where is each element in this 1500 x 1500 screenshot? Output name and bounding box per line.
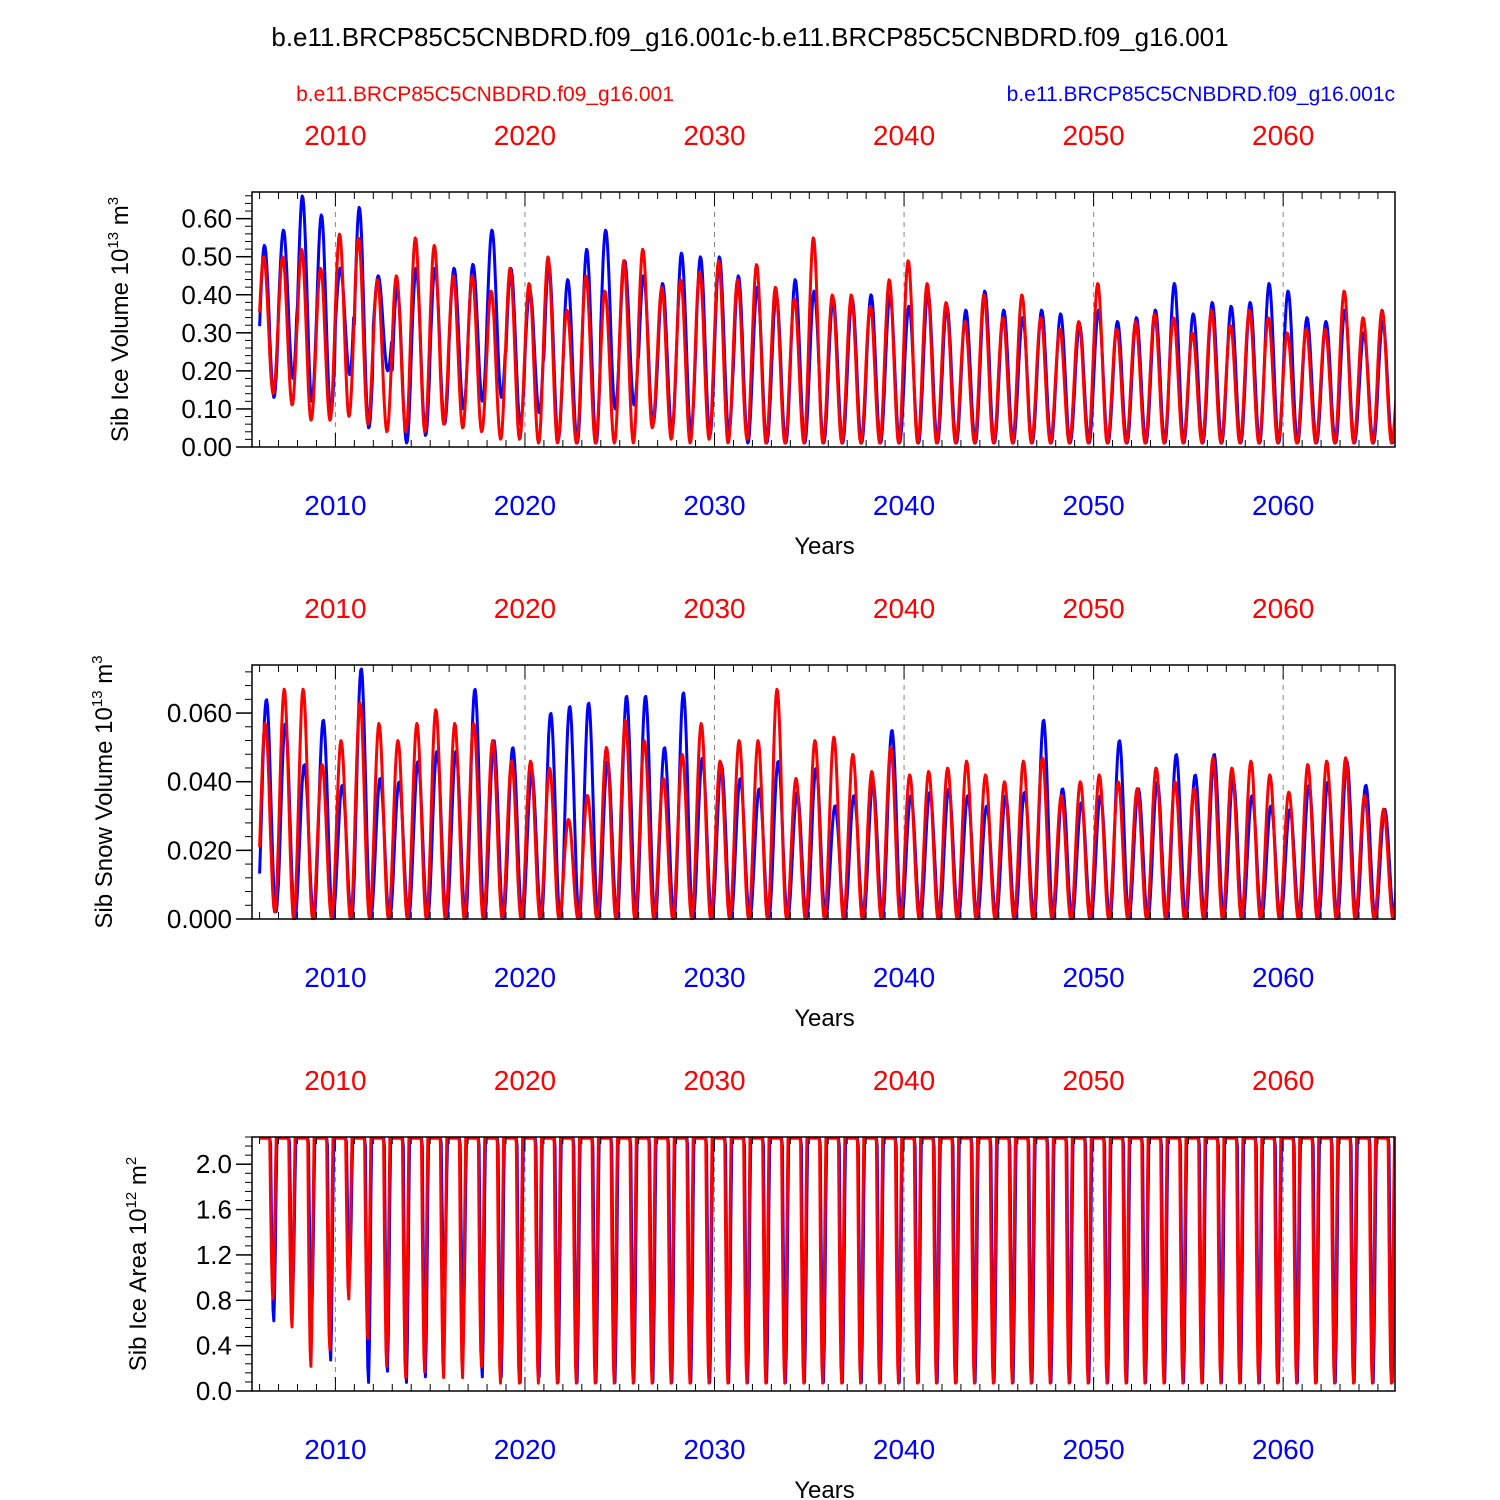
x-tick-label-bottom: 2010 (304, 962, 366, 993)
x-tick-label-bottom: 2020 (494, 490, 556, 521)
x-tick-label-top: 2040 (873, 593, 935, 624)
x-tick-label-top: 2040 (873, 120, 935, 151)
x-tick-label-top: 2030 (683, 1065, 745, 1096)
x-tick-label-bottom: 2040 (873, 1434, 935, 1465)
x-tick-label-bottom: 2050 (1062, 1434, 1124, 1465)
x-tick-label-bottom: 2020 (494, 962, 556, 993)
x-tick-label-top: 2020 (494, 120, 556, 151)
y-tick-label: 0.30 (181, 318, 232, 348)
y-tick-label: 0.4 (196, 1331, 232, 1361)
x-tick-label-bottom: 2050 (1062, 962, 1124, 993)
y-tick-label: 0.020 (167, 835, 232, 865)
x-tick-label-bottom: 2010 (304, 1434, 366, 1465)
x-tick-label-top: 2060 (1252, 1065, 1314, 1096)
legend-right-label: b.e11.BRCP85C5CNBDRD.f09_g16.001c (1007, 83, 1395, 106)
x-tick-label-bottom: 2020 (494, 1434, 556, 1465)
x-tick-label-bottom: 2060 (1252, 962, 1314, 993)
chart-panel-1: 0.00 0.10 0.20 0.30 0.40 0.50 0.60 2010 2010 2020… (105, 120, 1396, 560)
x-tick-label-bottom: 2040 (873, 490, 935, 521)
x-tick-label-bottom: 2060 (1252, 490, 1314, 521)
figure-title: b.e11.BRCP85C5CNBDRD.f09_g16.001c-b.e11.… (271, 22, 1228, 52)
series-line-red (258, 232, 1395, 445)
y-tick-label: 0.00 (181, 432, 232, 462)
x-tick-label-top: 2030 (683, 593, 745, 624)
x-tick-label-top: 2020 (494, 593, 556, 624)
x-axis-label: Years (794, 533, 855, 560)
x-tick-label-top: 2010 (304, 120, 366, 151)
x-tick-label-top: 2050 (1062, 593, 1124, 624)
chart-panel-3: 0.0 0.4 0.8 1.2 1.6 2.0 2010 2010 2020 2020 2030 20… (123, 1065, 1396, 1500)
y-tick-label: 0.060 (167, 698, 232, 728)
x-tick-label-bottom: 2060 (1252, 1434, 1314, 1465)
legend-left-label: b.e11.BRCP85C5CNBDRD.f09_g16.001 (296, 83, 674, 106)
y-tick-label: 0.60 (181, 204, 232, 234)
x-tick-label-top: 2050 (1062, 1065, 1124, 1096)
x-tick-label-bottom: 2030 (683, 1434, 745, 1465)
x-tick-label-top: 2040 (873, 1065, 935, 1096)
chart-panel-2: 0.000 0.020 0.040 0.060 2010 2010 2020 2020 2030… (89, 593, 1396, 1032)
series-line-red (258, 687, 1395, 920)
y-tick-label: 0.50 (181, 242, 232, 272)
y-tick-label: 1.2 (196, 1240, 232, 1270)
y-tick-label: 0.000 (167, 904, 232, 934)
x-tick-label-bottom: 2040 (873, 962, 935, 993)
plot-frame (251, 191, 1396, 448)
y-tick-label: 0.8 (196, 1285, 232, 1315)
y-tick-label: 0.20 (181, 356, 232, 386)
x-tick-label-bottom: 2030 (683, 490, 745, 521)
y-tick-label: 0.0 (196, 1376, 232, 1406)
x-tick-label-top: 2010 (304, 1065, 366, 1096)
x-tick-label-bottom: 2050 (1062, 490, 1124, 521)
y-tick-label: 0.040 (167, 767, 232, 797)
x-axis-label: Years (794, 1477, 855, 1500)
y-tick-label: 1.6 (196, 1195, 232, 1225)
x-tick-label-top: 2060 (1252, 593, 1314, 624)
y-tick-label: 0.40 (181, 280, 232, 310)
panels: 0.00 0.10 0.20 0.30 0.40 0.50 0.60 2010 2010 2020… (89, 120, 1396, 1500)
y-axis-label: Sib Snow Volume 1013 m3 (89, 655, 118, 928)
y-axis-label: Sib Ice Volume 1013 m3 (105, 197, 134, 442)
x-tick-label-top: 2020 (494, 1065, 556, 1096)
x-axis-label: Years (794, 1005, 855, 1032)
x-tick-label-bottom: 2010 (304, 490, 366, 521)
plot-frame (251, 664, 1396, 920)
y-tick-label: 2.0 (196, 1149, 232, 1179)
x-tick-label-top: 2060 (1252, 120, 1314, 151)
x-tick-label-bottom: 2030 (683, 962, 745, 993)
x-tick-label-top: 2030 (683, 120, 745, 151)
x-tick-label-top: 2010 (304, 593, 366, 624)
x-tick-label-top: 2050 (1062, 120, 1124, 151)
series-line-red (258, 1136, 1395, 1385)
y-tick-label: 0.10 (181, 394, 232, 424)
y-axis-label: Sib Ice Area 1012 m2 (123, 1157, 152, 1371)
